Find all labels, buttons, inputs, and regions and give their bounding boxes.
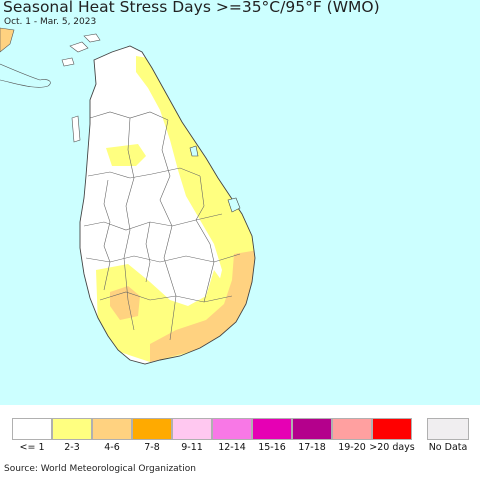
sri-lanka-heat-map — [0, 0, 480, 405]
india-coast-shore — [0, 63, 51, 88]
legend-label-nodata: No Data — [428, 442, 468, 453]
legend-swatch — [12, 418, 52, 440]
island-outline — [79, 45, 256, 365]
zone-2-3-patch — [106, 144, 146, 166]
legend-label: 2-3 — [64, 442, 80, 453]
islet — [71, 115, 81, 143]
map-subtitle: Oct. 1 - Mar. 5, 2023 — [4, 17, 97, 27]
legend-label: 15-16 — [258, 442, 286, 453]
lagoon — [227, 197, 241, 213]
legend-swatch — [132, 418, 172, 440]
legend-label: 4-6 — [104, 442, 120, 453]
legend: <= 1 2-3 4-6 7-8 9-11 12-14 15-16 17-18 19-20 >20… — [0, 408, 480, 458]
legend-swatch-nodata — [427, 418, 469, 440]
legend-swatch — [212, 418, 252, 440]
legend-swatch — [252, 418, 292, 440]
map-area: Seasonal Heat Stress Days >=35°C/95°F (W… — [0, 0, 480, 405]
province-borders — [83, 111, 241, 341]
legend-label: 19-20 — [338, 442, 366, 453]
island-fill — [80, 46, 255, 364]
zone-4-6-southeast — [150, 250, 255, 362]
source-credit: Source: World Meteorological Organizatio… — [4, 464, 196, 474]
zone-2-3-east — [136, 56, 255, 360]
legend-label: 7-8 — [144, 442, 160, 453]
legend-swatch — [92, 418, 132, 440]
legend-label: >20 days — [369, 442, 415, 453]
islet — [69, 41, 89, 53]
legend-swatch — [52, 418, 92, 440]
legend-swatch — [292, 418, 332, 440]
legend-label: 17-18 — [298, 442, 326, 453]
ocean — [0, 0, 480, 405]
islet — [61, 57, 75, 67]
legend-label: 12-14 — [218, 442, 246, 453]
legend-label: <= 1 — [19, 442, 45, 453]
legend-label: 9-11 — [181, 442, 203, 453]
map-title: Seasonal Heat Stress Days >=35°C/95°F (W… — [3, 0, 380, 16]
legend-swatch — [172, 418, 212, 440]
lagoon — [189, 145, 199, 157]
islet — [83, 33, 101, 43]
legend-swatch — [372, 418, 412, 440]
india-coast — [0, 27, 15, 53]
legend-swatch — [332, 418, 372, 440]
